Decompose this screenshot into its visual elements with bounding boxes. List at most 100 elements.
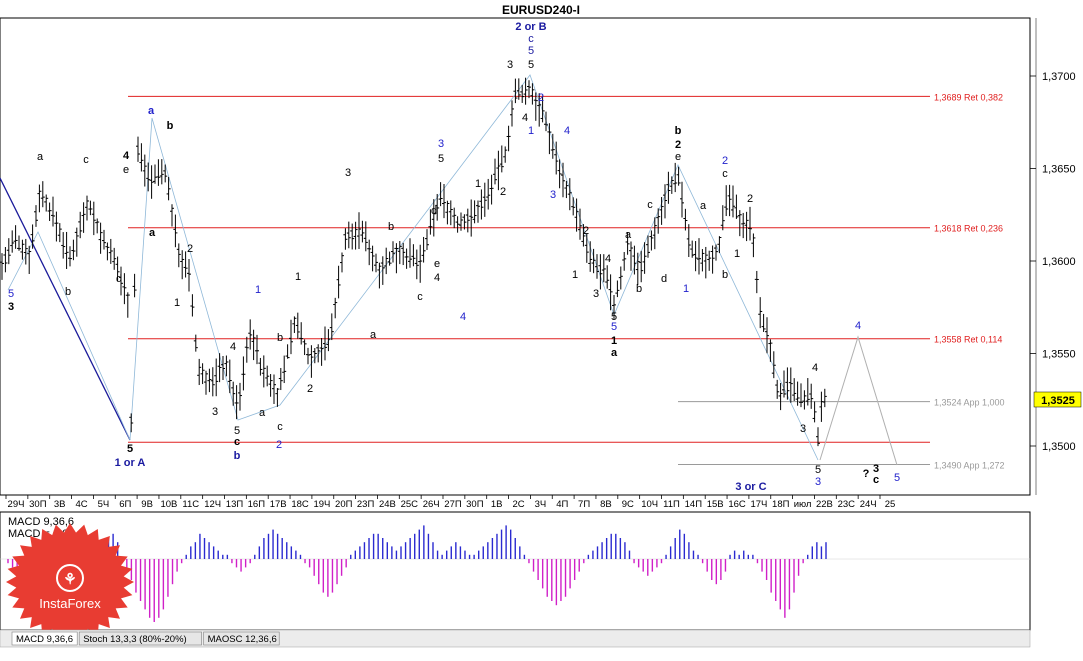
wave-label: 4 <box>522 112 528 124</box>
time-tick-label: 16П <box>248 499 266 510</box>
time-tick-label: 25 <box>885 499 896 510</box>
wave-label: 4 <box>564 125 570 137</box>
wave-label: 2 <box>187 243 193 255</box>
wave-label: d <box>431 205 437 217</box>
time-tick-label: 10Ч <box>641 499 658 510</box>
wave-label: c <box>234 436 240 448</box>
fib-label: 1,3689 Ret 0,382 <box>934 92 1003 102</box>
time-tick-label: 5Ч <box>98 499 110 510</box>
wave-label: 2 <box>500 186 506 198</box>
wave-label: c <box>83 154 89 166</box>
wave-label: 3 or C <box>735 481 766 493</box>
wave-label: 1 <box>611 335 617 347</box>
time-tick-label: 11П <box>663 499 680 510</box>
time-tick-label: 7П <box>578 499 590 510</box>
time-tick-label: 15В <box>707 499 724 510</box>
price-tick-label: 1,3650 <box>1042 164 1076 176</box>
time-tick-label: 4С <box>75 499 87 510</box>
wave-label: 3 <box>212 406 218 418</box>
time-tick-label: 8В <box>600 499 612 510</box>
wave-label: a <box>625 229 632 241</box>
wave-label: 1 <box>295 271 301 283</box>
current-price-box <box>1033 391 1082 408</box>
instaforex-logo-circle <box>56 564 84 592</box>
wave-label: c <box>873 474 879 486</box>
wave-label: 2 <box>675 139 681 151</box>
wave-label: 5 <box>894 472 900 484</box>
time-tick-label: 12Ч <box>204 499 221 510</box>
time-tick-label: 10В <box>160 499 177 510</box>
wave-label: 2 <box>583 225 589 237</box>
wave-label: 5 <box>127 443 133 455</box>
time-tick-label: 3В <box>54 499 66 510</box>
wave-label: 3 <box>8 301 14 313</box>
time-tick-label: 11С <box>182 499 199 510</box>
wave-label: 3 <box>873 463 879 475</box>
wave-path <box>7 74 819 461</box>
wave-label: e <box>434 258 440 270</box>
price-tick-label: 1,3500 <box>1042 441 1076 453</box>
time-tick-label: 30П <box>29 499 47 510</box>
wave-label: 1 <box>475 178 481 190</box>
indicator-tab-label: MAOSC 12,36,6 <box>208 634 277 645</box>
wave-label: e <box>675 151 681 163</box>
wave-label: 2 <box>276 439 282 451</box>
wave-label: 3 <box>345 167 351 179</box>
wave-label: b <box>167 120 174 132</box>
wave-label: 5 <box>528 59 534 71</box>
time-tick-label: 23П <box>357 499 375 510</box>
time-tick-label: 18П <box>772 499 790 510</box>
wave-label: 3 <box>815 476 821 488</box>
indicator-frame <box>0 511 1031 631</box>
price-tick-label: 1,3700 <box>1042 71 1076 83</box>
time-tick-label: 14П <box>685 499 703 510</box>
fib-label: 1,3524 App 1,000 <box>934 398 1005 408</box>
wave-label: b <box>234 450 241 462</box>
time-tick-label: 19Ч <box>313 499 330 510</box>
wave-label: b <box>277 332 283 344</box>
wave-label: 5 <box>611 311 617 323</box>
wave-label: ? <box>863 468 870 480</box>
wave-label: 1 or A <box>115 457 146 469</box>
wave-label: 2 <box>747 193 753 205</box>
wave-label: c <box>528 33 534 45</box>
chart-title: EURUSD240-I <box>502 3 580 17</box>
macd-label: MACD 9,36,6 <box>8 516 74 528</box>
wave-label: a <box>148 105 155 117</box>
instaforex-logo-glyph: ⚘ <box>63 571 76 588</box>
time-tick-label: 3Ч <box>535 499 547 510</box>
wave-label: b <box>388 221 394 233</box>
downtrend-line <box>0 177 131 441</box>
projection-path <box>819 335 898 466</box>
indicator-tab-label: MACD 9,36,6 <box>16 634 73 645</box>
price-tick-label: 1,3600 <box>1042 256 1076 268</box>
wave-label: 5 <box>528 45 534 57</box>
wave-label: a <box>611 347 618 359</box>
time-tick-label: 22В <box>816 499 833 510</box>
wave-label: 3 <box>438 138 444 150</box>
wave-label: 3 <box>507 59 513 71</box>
wave-label: a <box>259 407 266 419</box>
fib-label: 1,3490 App 1,272 <box>934 461 1005 471</box>
indicator-tabs: MACD 9,36,6 Stoch 13,3,3 (80%-20%) MAOSC 1… <box>11 631 280 646</box>
indicator-tab <box>78 631 202 646</box>
time-tick-label: 20П <box>335 499 353 510</box>
wave-label: 3 <box>593 288 599 300</box>
wave-label: 4 <box>460 311 466 323</box>
wave-label: 1 <box>734 248 740 260</box>
wave-label: c <box>417 291 423 303</box>
wave-label: 3 <box>800 423 806 435</box>
time-tick-label: 6П <box>119 499 131 510</box>
time-tick-label: 17Ч <box>750 499 767 510</box>
wave-label: b <box>636 283 642 295</box>
time-tick-label: 24В <box>379 499 396 510</box>
wave-label: 5 <box>8 288 14 300</box>
macd-histogram <box>7 525 827 622</box>
trend-lines <box>0 74 898 466</box>
time-axis: 29Ч 30П 3В 4С 5Ч 6П 9В 10В 11С 12Ч 13П 16П 17В 18С 19Ч… <box>5 495 896 510</box>
indicator-tab <box>11 631 78 646</box>
wave-label: 5 <box>815 464 821 476</box>
wave-label: 4 <box>855 320 861 332</box>
